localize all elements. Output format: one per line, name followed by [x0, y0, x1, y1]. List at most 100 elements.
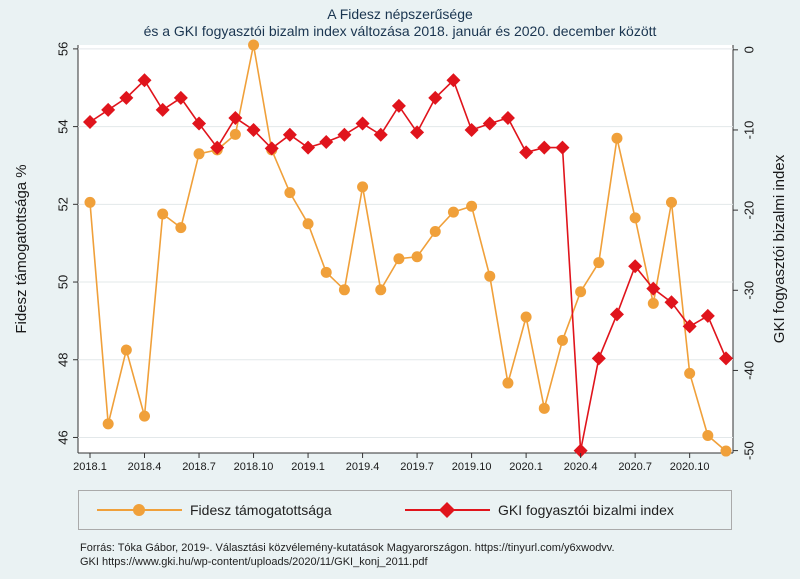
fidesz-point [720, 445, 732, 457]
gki-point [155, 102, 170, 117]
y2-tick-label: 0 [741, 46, 756, 53]
y-tick-label: 46 [55, 430, 70, 444]
gki-point [682, 319, 697, 334]
gki-point [373, 127, 388, 142]
fidesz-point [611, 132, 623, 144]
gki-point [573, 443, 588, 458]
fidesz-point [702, 430, 714, 442]
gki-point [264, 141, 279, 156]
gki-point [301, 140, 316, 155]
fidesz-point [302, 218, 314, 230]
y2-tick-label: -10 [741, 121, 756, 140]
fidesz-point [575, 286, 587, 298]
gki-point [555, 140, 570, 155]
fidesz-point [593, 257, 605, 269]
fidesz-point [647, 297, 659, 309]
y2-tick-label: -20 [741, 201, 756, 220]
gki-point [646, 281, 661, 296]
legend-label-fidesz: Fidesz támogatottsága [190, 502, 332, 518]
gki-point [628, 259, 643, 274]
chart-title-line-1: A Fidesz népszerűsége [327, 6, 473, 22]
fidesz-point [139, 410, 151, 422]
y-tick-label: 48 [55, 353, 70, 367]
fidesz-point [520, 311, 532, 323]
gki-point [700, 308, 715, 323]
gki-point [464, 122, 479, 137]
fidesz-point [193, 148, 205, 160]
y2-tick-label: -40 [741, 361, 756, 380]
gki-point [192, 116, 207, 131]
fidesz-point [484, 270, 496, 282]
x-tick-label: 2020.1 [509, 461, 543, 473]
x-tick-label: 2018.4 [128, 461, 162, 473]
fidesz-point [556, 334, 568, 346]
source-line-2: GKI https://www.gki.hu/wp-content/upload… [80, 556, 428, 568]
x-tick-label: 2019.1 [291, 461, 325, 473]
gki-point [719, 351, 733, 366]
fidesz-point [629, 212, 641, 224]
fidesz-point [665, 196, 677, 208]
y-tick-label: 54 [55, 119, 70, 133]
fidesz-point [538, 402, 550, 414]
gki-point [137, 73, 152, 88]
chart-title-line-2: és a GKI fogyasztói bizalm index változá… [143, 23, 657, 39]
x-tick-label: 2020.10 [670, 461, 710, 473]
gki-point [500, 110, 515, 125]
series-line-gki [89, 78, 727, 451]
gki-point [282, 127, 297, 142]
fidesz-point [447, 206, 459, 218]
gki-point [428, 90, 443, 105]
x-tick-label: 2018.10 [234, 461, 274, 473]
y-axis-label: Fidesz támogatottsága % [13, 164, 30, 333]
gki-point [591, 351, 606, 366]
gki-point [173, 90, 188, 105]
gki-point [519, 145, 534, 160]
legend: Fidesz támogatottsága GKI fogyasztói biz… [78, 490, 732, 530]
fidesz-point [229, 128, 241, 140]
fidesz-point [102, 418, 114, 430]
fidesz-point [375, 284, 387, 296]
x-tick-label: 2018.1 [73, 461, 107, 473]
fidesz-point [284, 187, 296, 199]
x-tick-label: 2019.4 [346, 461, 380, 473]
gki-point [410, 125, 425, 140]
fidesz-point [429, 226, 441, 238]
gki-point [101, 102, 116, 117]
fidesz-point [120, 344, 132, 356]
x-tick-label: 2018.7 [182, 461, 216, 473]
legend-line-fidesz [97, 500, 182, 520]
fidesz-point [338, 284, 350, 296]
y2-tick-label: -50 [741, 441, 756, 460]
gki-point [537, 140, 552, 155]
gki-point [246, 122, 261, 137]
gki-point [210, 140, 225, 155]
source-line-1: Forrás: Tóka Gábor, 2019-. Választási kö… [80, 542, 615, 554]
fidesz-point [84, 196, 96, 208]
gki-point [83, 114, 97, 129]
x-tick-label: 2020.4 [564, 461, 598, 473]
fidesz-point [157, 208, 169, 220]
fidesz-point [502, 377, 514, 389]
legend-line-gki [405, 500, 490, 520]
gki-point [664, 295, 679, 310]
gki-point [446, 73, 461, 88]
gki-point [228, 110, 243, 125]
x-tick-label: 2019.10 [452, 461, 492, 473]
legend-item-gki: GKI fogyasztói bizalmi index [405, 500, 674, 520]
fidesz-point [248, 39, 260, 51]
legend-label-gki: GKI fogyasztói bizalmi index [498, 502, 674, 518]
series-line-fidesz [89, 44, 727, 452]
gki-point [355, 116, 370, 131]
x-tick-label: 2020.7 [618, 461, 652, 473]
y-tick-label: 56 [55, 42, 70, 56]
y2-axis-label: GKI fogyasztói bizalmi index [771, 154, 788, 343]
y-tick-label: 50 [55, 275, 70, 289]
fidesz-point [466, 200, 478, 212]
y-tick-label: 52 [55, 197, 70, 211]
fidesz-point [357, 181, 369, 193]
source-note: Forrás: Tóka Gábor, 2019-. Választási kö… [80, 541, 615, 569]
gki-point [119, 90, 134, 105]
fidesz-point [411, 251, 423, 263]
fidesz-point [684, 367, 696, 379]
